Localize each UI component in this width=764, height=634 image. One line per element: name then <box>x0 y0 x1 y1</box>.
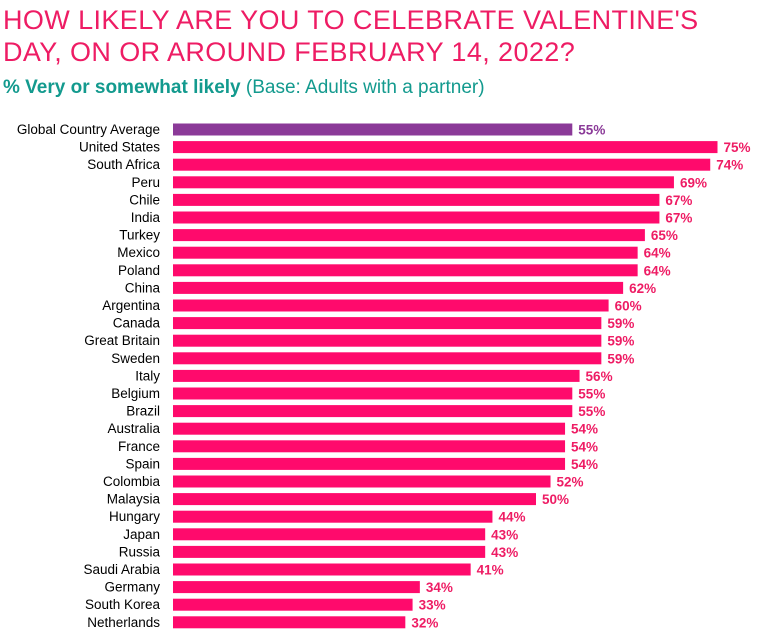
bar-france <box>173 440 566 453</box>
value-label-turkey: 65% <box>651 228 678 243</box>
bar-saudi-arabia <box>173 563 471 576</box>
category-label-italy: Italy <box>135 368 160 383</box>
bar-brazil <box>173 405 573 418</box>
value-label-hungary: 44% <box>498 510 525 525</box>
value-label-brazil: 55% <box>578 404 605 419</box>
bar-china <box>173 281 624 294</box>
bar-netherlands <box>173 616 406 629</box>
category-label-south-africa: South Africa <box>87 157 160 172</box>
value-label-spain: 54% <box>571 457 598 472</box>
category-label-poland: Poland <box>118 263 160 278</box>
bar-peru <box>173 176 674 189</box>
value-label-south-africa: 74% <box>716 158 743 173</box>
category-label-sweden: Sweden <box>111 351 160 366</box>
category-label-mexico: Mexico <box>117 245 160 260</box>
bar-sweden <box>173 352 602 365</box>
value-label-india: 67% <box>665 211 692 226</box>
category-label-spain: Spain <box>125 456 160 471</box>
value-label-great-britain: 59% <box>607 334 634 349</box>
value-label-japan: 43% <box>491 527 518 542</box>
category-label-netherlands: Netherlands <box>87 615 160 630</box>
value-label-italy: 56% <box>586 369 613 384</box>
bar-south-korea <box>173 598 413 611</box>
category-label-france: France <box>118 439 160 454</box>
category-label-germany: Germany <box>104 580 160 595</box>
value-label-saudi-arabia: 41% <box>477 563 504 578</box>
category-label-south-korea: South Korea <box>85 597 161 612</box>
bar-hungary <box>173 510 493 523</box>
bar-colombia <box>173 475 551 488</box>
bar-malaysia <box>173 493 536 506</box>
value-label-china: 62% <box>629 281 656 296</box>
chart-title: HOW LIKELY ARE YOU TO CELEBRATE VALENTIN… <box>3 5 699 67</box>
bar-chile <box>173 193 660 206</box>
category-label-great-britain: Great Britain <box>84 333 160 348</box>
bar-great-britain <box>173 334 602 347</box>
value-label-australia: 54% <box>571 422 598 437</box>
bar-poland <box>173 264 638 277</box>
category-label-malaysia: Malaysia <box>107 492 161 507</box>
category-label-argentina: Argentina <box>102 298 160 313</box>
bar-belgium <box>173 387 573 400</box>
value-label-chile: 67% <box>665 193 692 208</box>
category-label-peru: Peru <box>131 175 160 190</box>
subtitle-base-note: (Base: Adults with a partner) <box>245 77 485 98</box>
bar-germany <box>173 581 420 594</box>
category-label-china: China <box>125 280 161 295</box>
bar-russia <box>173 545 486 558</box>
bar-south-africa <box>173 158 711 171</box>
bar-argentina <box>173 299 609 312</box>
category-label-russia: Russia <box>119 544 161 559</box>
bar-canada <box>173 317 602 330</box>
bar-australia <box>173 422 566 435</box>
category-label-japan: Japan <box>123 527 160 542</box>
value-label-malaysia: 50% <box>542 492 569 507</box>
value-label-peru: 69% <box>680 175 707 190</box>
category-label-australia: Australia <box>107 421 160 436</box>
value-label-netherlands: 32% <box>411 615 438 630</box>
bar-japan <box>173 528 486 541</box>
value-label-russia: 43% <box>491 545 518 560</box>
category-label-brazil: Brazil <box>126 404 160 419</box>
category-label-saudi-arabia: Saudi Arabia <box>83 562 160 577</box>
value-label-canada: 59% <box>607 316 634 331</box>
value-label-france: 54% <box>571 439 598 454</box>
value-label-global-country-average: 55% <box>578 123 605 138</box>
value-label-mexico: 64% <box>644 246 671 261</box>
bar-mexico <box>173 246 638 259</box>
category-label-belgium: Belgium <box>111 386 160 401</box>
bar-italy <box>173 369 580 382</box>
value-label-colombia: 52% <box>557 475 584 490</box>
bar-turkey <box>173 229 645 242</box>
value-label-germany: 34% <box>426 580 453 595</box>
bar-united-states <box>173 141 718 154</box>
value-label-poland: 64% <box>644 263 671 278</box>
value-label-united-states: 75% <box>724 140 751 155</box>
category-label-canada: Canada <box>113 316 161 331</box>
value-label-sweden: 59% <box>607 351 634 366</box>
category-label-global-country-average: Global Country Average <box>17 122 160 137</box>
value-label-south-korea: 33% <box>419 598 446 613</box>
subtitle-measure: % Very or somewhat likely <box>3 77 241 98</box>
bar-india <box>173 211 660 224</box>
category-label-turkey: Turkey <box>119 228 160 243</box>
category-label-india: India <box>131 210 161 225</box>
category-label-united-states: United States <box>79 140 160 155</box>
category-label-chile: Chile <box>129 192 160 207</box>
bar-spain <box>173 457 566 470</box>
chart-subtitle: % Very or somewhat likely (Base: Adults … <box>3 77 485 99</box>
category-label-colombia: Colombia <box>103 474 161 489</box>
value-label-belgium: 55% <box>578 387 605 402</box>
value-label-argentina: 60% <box>615 299 642 314</box>
category-label-hungary: Hungary <box>109 509 160 524</box>
bar-global-country-average <box>173 123 573 136</box>
